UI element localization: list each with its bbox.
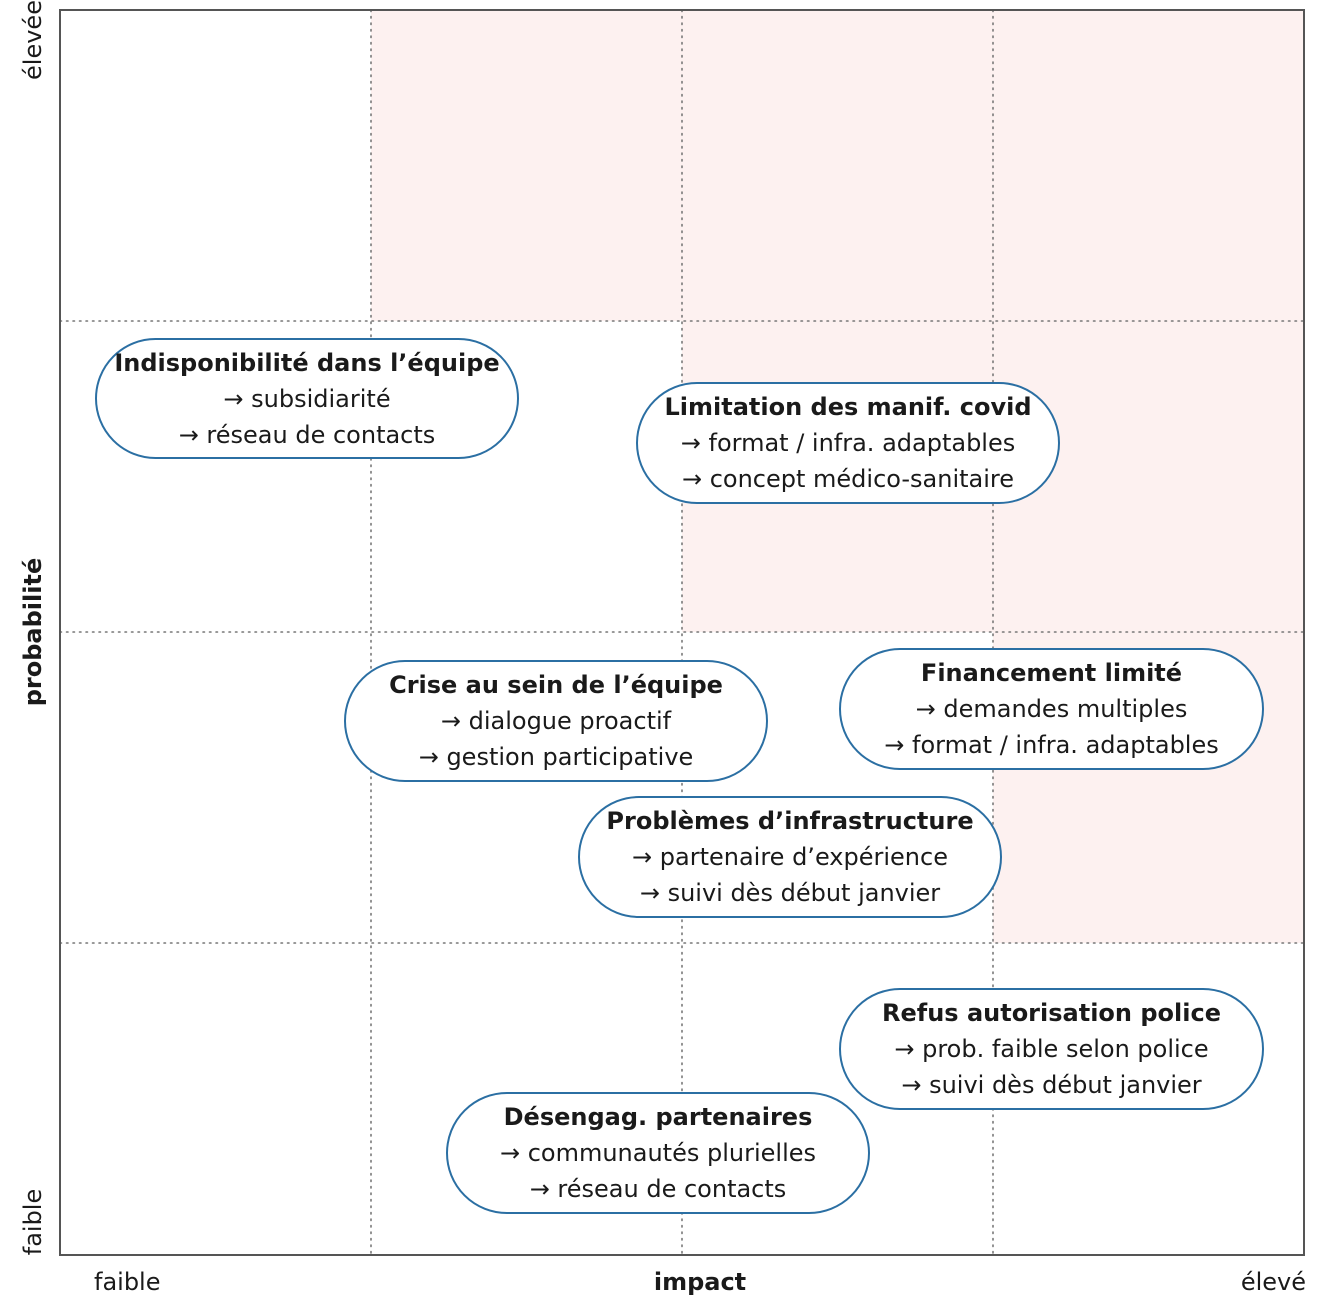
mitigation-line: → prob. faible selon police (894, 1035, 1209, 1063)
risk-title: Refus autorisation police (882, 999, 1221, 1027)
mitigation-line: → suivi dès début janvier (901, 1071, 1202, 1099)
mitigation-line: → dialogue proactif (440, 707, 672, 735)
risk-title: Indisponibilité dans l’équipe (114, 348, 500, 377)
y-axis-high-label: élevée (19, 0, 47, 80)
risk-title: Problèmes d’infrastructure (606, 807, 974, 835)
mitigation-line: → format / infra. adaptables (884, 731, 1219, 759)
y-axis-low-label: faible (19, 1188, 47, 1256)
matrix-frame (59, 9, 1305, 1256)
risk-title: Désengag. partenaires (503, 1103, 813, 1131)
mitigation-line: → subsidiarité (223, 384, 391, 413)
mitigation-line: → communautés plurielles (499, 1139, 817, 1167)
x-axis-title: impact (653, 1268, 747, 1296)
risk-card-police-refusal: Refus autorisation police → prob. faible… (839, 988, 1264, 1110)
risk-card-team-unavailability: Indisponibilité dans l’équipe → subsidia… (95, 338, 519, 459)
grid-lines (59, 9, 1305, 1256)
risk-title: Financement limité (920, 659, 1183, 687)
risk-card-partner-disengagement: Désengag. partenaires → communautés plur… (446, 1092, 870, 1214)
mitigation-line: → format / infra. adaptables (680, 429, 1016, 457)
mitigation-line: → suivi dès début janvier (639, 879, 941, 907)
y-axis-title: probabilité (19, 557, 47, 707)
mitigation-line: → réseau de contacts (529, 1175, 787, 1203)
mitigation-line: → réseau de contacts (178, 420, 436, 449)
risk-card-covid-limitation: Limitation des manif. covid → format / i… (636, 382, 1060, 504)
risk-title: Crise au sein de l’équipe (389, 671, 723, 699)
x-axis-high-label: élevé (1240, 1268, 1306, 1296)
risk-card-infrastructure-problems: Problèmes d’infrastructure → partenaire … (578, 796, 1002, 918)
mitigation-line: → demandes multiples (915, 695, 1188, 723)
risk-title: Limitation des manif. covid (664, 393, 1032, 421)
mitigation-line: → gestion participative (418, 743, 694, 771)
risk-card-limited-funding: Financement limité → demandes multiples … (839, 648, 1264, 770)
risk-card-team-crisis: Crise au sein de l’équipe → dialogue pro… (344, 660, 768, 782)
mitigation-line: → partenaire d’expérience (632, 843, 948, 871)
mitigation-line: → concept médico-sanitaire (681, 465, 1015, 493)
high-risk-zone-top (371, 10, 1304, 321)
x-axis-low-label: faible (94, 1268, 161, 1296)
